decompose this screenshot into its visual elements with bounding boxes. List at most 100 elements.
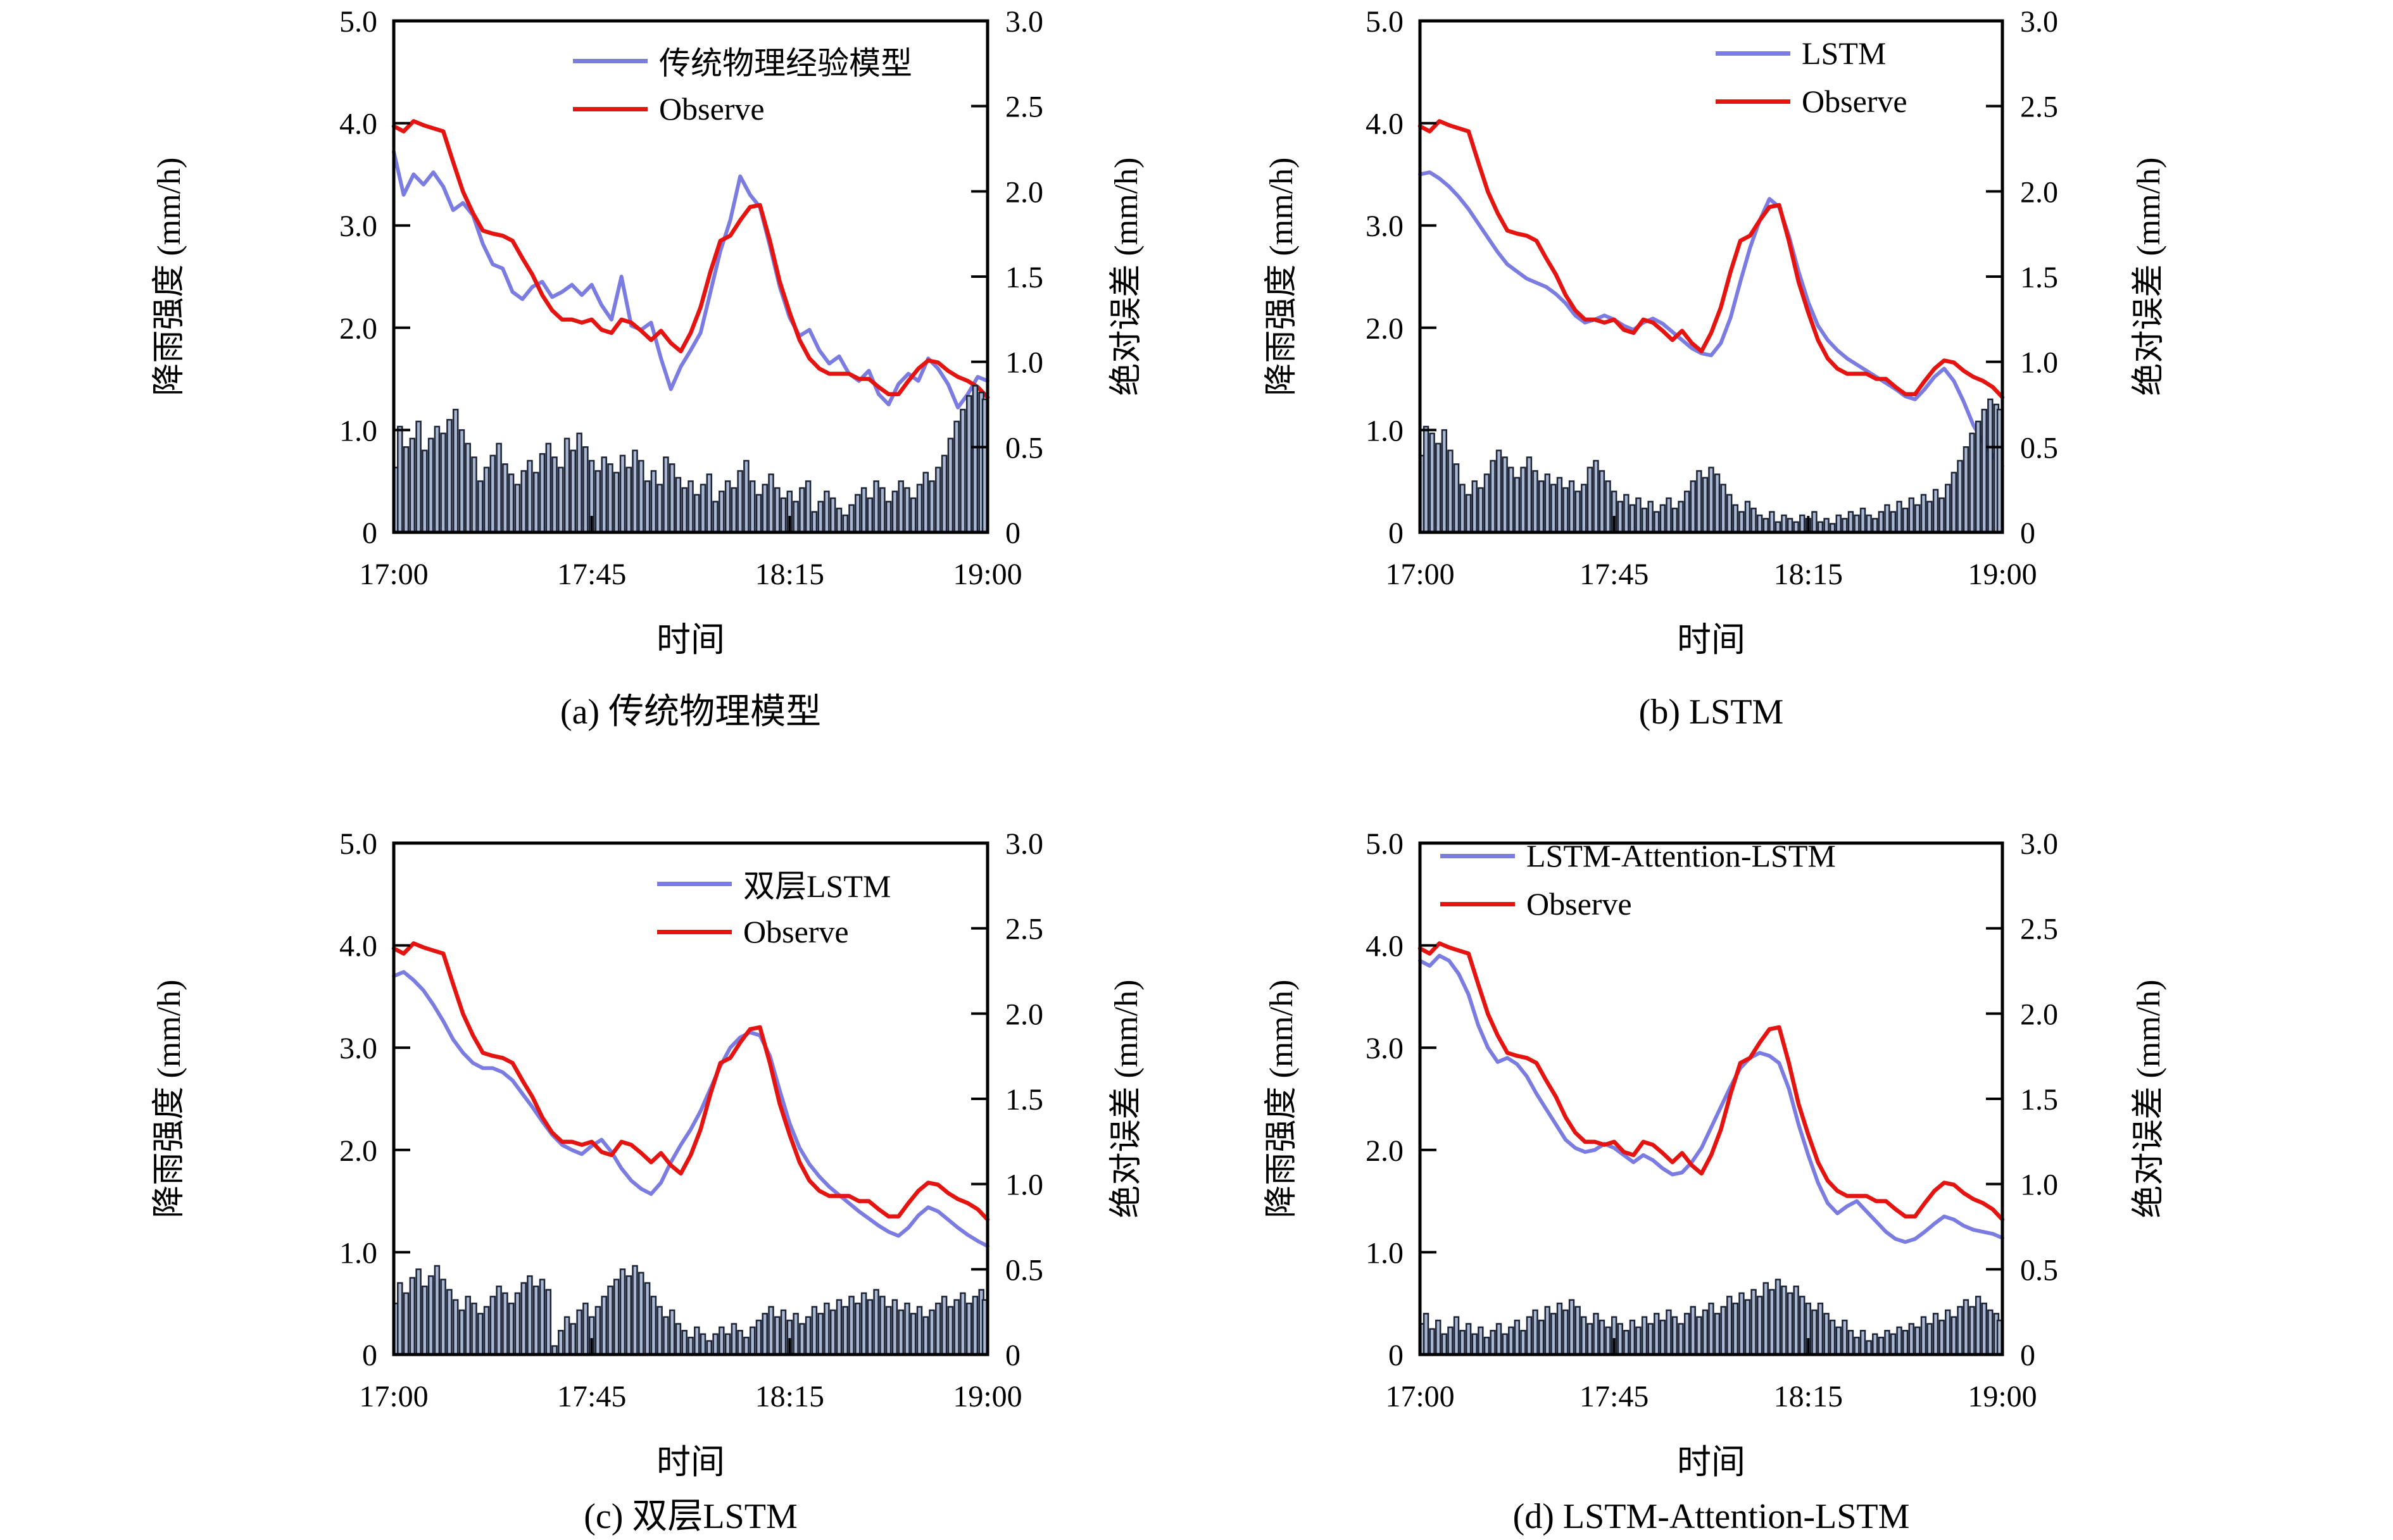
error-bar [1635,1326,1642,1356]
y-tick-label-right: 3.0 [2020,827,2058,861]
error-bar [867,497,874,534]
error-bar [681,1330,688,1356]
error-bar [675,477,682,534]
error-bar [1586,466,1593,534]
y-tick-label-left: 4.0 [339,930,377,963]
y-tick-label-right: 2.0 [1005,998,1043,1031]
error-bar [632,1265,638,1356]
error-bar [1932,489,1939,534]
error-bar [1605,1326,1611,1356]
error-bar [867,1299,874,1356]
error-bar [1441,1333,1448,1356]
observe-line-swatch [1716,99,1790,104]
error-bar [960,408,966,534]
error-bar [1678,501,1684,534]
error-bar [440,432,446,534]
error-bar [1617,501,1623,534]
error-bar [1538,480,1545,534]
error-bar [1623,1330,1630,1356]
y-tick-label-left: 5.0 [1366,827,1404,861]
error-bar [891,491,898,534]
error-bar [916,484,923,534]
error-bar [1950,1316,1957,1356]
observe-line-swatch [657,929,732,934]
error-bar [1884,504,1890,534]
error-bar [904,1302,910,1356]
error-bar [403,446,410,534]
error-bar [1550,484,1557,534]
error-bar [749,480,756,534]
error-bar [576,432,582,534]
error-bar [1908,497,1914,534]
error-bar [1423,425,1429,534]
error-bar [1854,514,1860,534]
panel-caption: (b) LSTM [1638,692,1784,732]
error-bar [1781,1286,1787,1356]
legend-label-model: 传统物理经验模型 [659,46,912,81]
error-bar [688,1336,694,1356]
legend-item-observe: Observe [1440,880,1836,928]
error-bar [855,494,861,534]
error-bar [471,1302,477,1356]
error-bar [1756,1296,1763,1356]
error-bar [1744,1299,1751,1356]
y-tick-label-right: 2.5 [2020,91,2058,124]
plot-d: 5.0 4.0 3.0 2.0 1.0 0 3.0 2.5 2.0 1.5 1.0 0.5 0 17:00… [1366,827,2058,1413]
error-bar [1654,1313,1660,1356]
error-bar [1666,1309,1672,1356]
error-bar [1787,1292,1793,1356]
error-bar [1574,1306,1581,1356]
error-bar [1671,1316,1678,1356]
y-tick-label-right: 3.0 [2020,5,2058,39]
y-tick-label-right: 0 [2020,516,2035,550]
error-bar [860,487,867,534]
y-tick-label-right: 0 [2020,1339,2035,1372]
error-bar [1872,518,1878,534]
error-bar [1593,1313,1599,1356]
error-bar [1817,1302,1824,1356]
error-bar [799,1323,805,1356]
error-bar [1490,1330,1496,1356]
error-bar [502,1292,508,1356]
model-line [392,970,989,1248]
error-bar [947,437,954,534]
y-tick-label-right: 1.0 [2020,346,2058,380]
error-bar [768,1306,774,1356]
error-bar [960,1292,966,1356]
y-tick-label-left: 0 [362,1339,377,1372]
error-bar [1702,477,1709,534]
y-tick-label-left: 1.0 [1366,414,1404,448]
error-bar [1799,514,1806,534]
error-bar [532,1286,539,1356]
error-bar [471,456,477,534]
error-bar [1435,1319,1441,1356]
error-bar [1762,518,1769,534]
error-bar [1647,501,1654,534]
error-bar [1872,1333,1878,1356]
y-axis-label-right: 绝对误差 (mm/h) [1109,979,1145,1218]
error-bar [898,1309,904,1356]
legend-item-model: LSTM-Attention-LSTM [1440,832,1836,880]
error-bar [929,480,935,534]
error-bar [1847,511,1854,534]
x-tick-label: 18:15 [1774,558,1843,591]
error-bar [1938,497,1945,534]
error-bar [539,1279,546,1356]
y-tick-label-left: 2.0 [1366,312,1404,346]
model-line [1418,953,2004,1244]
axis-ticks-and-labels: 5.0 4.0 3.0 2.0 1.0 0 3.0 2.5 2.0 1.5 1.0 0.5 0 17:00… [339,5,1043,591]
error-bar [1914,1326,1921,1356]
error-bar [594,470,601,534]
error-bar [848,1296,855,1356]
error-bar [1878,511,1885,534]
error-bars [1419,1279,2003,1356]
error-bar [1823,1313,1830,1356]
x-tick-label: 17:00 [359,558,428,591]
error-bar [694,1326,700,1356]
error-bar [1987,398,1994,534]
error-bar [1945,484,1951,534]
error-bar [935,1302,941,1356]
error-bar [737,470,743,534]
error-bar [1641,508,1648,534]
plot-b: 5.0 4.0 3.0 2.0 1.0 0 3.0 2.5 2.0 1.5 1.0 0.5 0 17:00… [1366,5,2058,591]
